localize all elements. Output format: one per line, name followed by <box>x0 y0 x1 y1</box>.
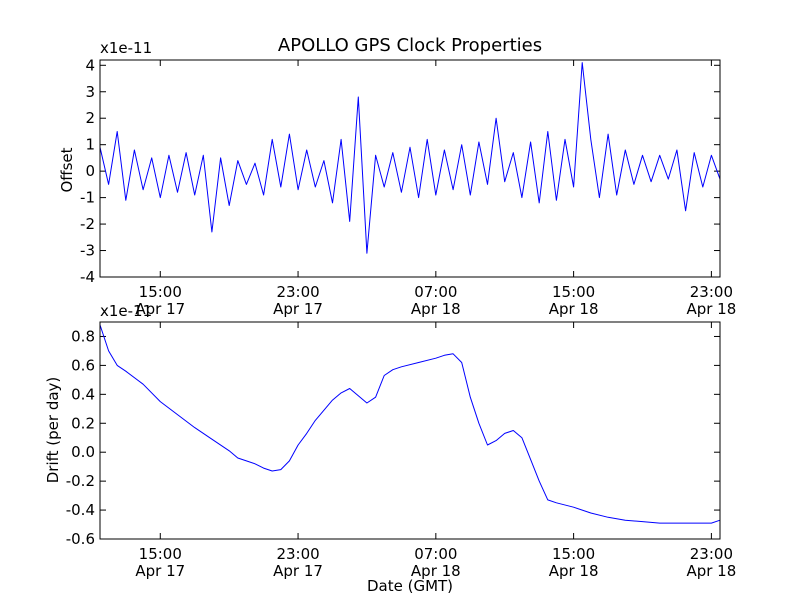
x-tick-label: 07:00 <box>414 545 457 563</box>
plot-frame-bottom <box>99 321 721 540</box>
y-tick-label: 1 <box>85 136 95 154</box>
y-ticks-top: -4 -3 -2 -1 0 1 2 3 4 <box>80 56 720 286</box>
y-tick-label: 0.4 <box>71 385 95 403</box>
y-tick-label: 0.8 <box>71 327 95 345</box>
y-tick-label: 0.0 <box>71 443 95 461</box>
y-tick-label: -0.6 <box>66 530 95 548</box>
drift-panel: x1e-11 Drift (per day) Date (GMT) -0.6-0… <box>44 302 736 595</box>
y-ticks-bottom: -0.6 -0.4 -0.2 0.0 0.2 0.4 0.6 0.8 <box>66 327 720 548</box>
chart-title: APOLLO GPS Clock Properties <box>278 35 542 56</box>
y-tick-label: 0 <box>85 162 95 180</box>
y-tick-label: -4 <box>80 268 95 286</box>
x-tick-label: Apr 18 <box>549 300 599 318</box>
x-tick-label: 23:00 <box>276 283 319 301</box>
y-tick-label: -0.4 <box>66 501 95 519</box>
y-tick-label: -1 <box>80 189 95 207</box>
x-tick-label: Apr 18 <box>686 562 736 580</box>
x-tick-label: Apr 17 <box>273 562 323 580</box>
offset-series-line <box>99 62 721 254</box>
x-tick-label: 15:00 <box>139 545 182 563</box>
y-tick-label: 0.6 <box>71 356 95 374</box>
x-tick-label: 23:00 <box>690 283 733 301</box>
y-tick-label: 2 <box>85 109 95 127</box>
plot-frame-top <box>99 59 721 278</box>
x-tick-label: Apr 18 <box>549 562 599 580</box>
y-axis-label: Offset <box>58 147 76 192</box>
x-tick-label: 15:00 <box>552 545 595 563</box>
x-tick-label: 15:00 <box>139 283 182 301</box>
y-tick-label: 0.2 <box>71 414 95 432</box>
x-tick-label: 23:00 <box>690 545 733 563</box>
y-scale-label: x1e-11 <box>100 302 152 320</box>
x-tick-label: Apr 17 <box>273 300 323 318</box>
x-tick-label: 15:00 <box>552 283 595 301</box>
y-axis-label: Drift (per day) <box>44 377 62 484</box>
offset-panel: APOLLO GPS Clock Properties x1e-11 Offse… <box>58 35 736 318</box>
x-tick-label: Apr 18 <box>686 300 736 318</box>
x-tick-label: 23:00 <box>276 545 319 563</box>
x-axis-label: Date (GMT) <box>367 577 453 595</box>
x-tick-label: 07:00 <box>414 283 457 301</box>
y-tick-label: -2 <box>80 215 95 233</box>
y-tick-label: 3 <box>85 83 95 101</box>
x-tick-label: Apr 17 <box>135 562 185 580</box>
x-tick-label: Apr 18 <box>411 562 461 580</box>
x-tick-label: Apr 18 <box>411 300 461 318</box>
y-tick-label: 4 <box>85 56 95 74</box>
y-tick-label: -0.2 <box>66 472 95 490</box>
y-scale-label: x1e-11 <box>100 39 152 57</box>
drift-series-line <box>99 324 721 524</box>
y-tick-label: -3 <box>80 242 95 260</box>
x-tick-label: Apr 17 <box>135 300 185 318</box>
